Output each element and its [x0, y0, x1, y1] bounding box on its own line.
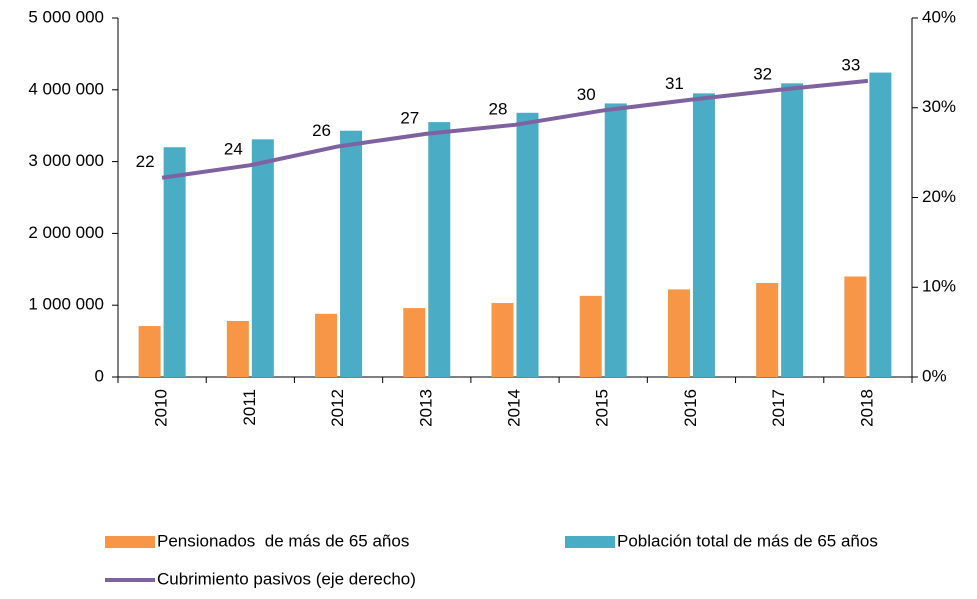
data-label: 28: [489, 99, 508, 118]
data-label: 30: [577, 85, 596, 104]
legend-label: Cubrimiento pasivos (eje derecho): [157, 569, 416, 588]
line: [161, 78, 869, 180]
bar: [604, 103, 627, 377]
x-tick-label: 2013: [416, 389, 435, 427]
y-tick-label: 4 000 000: [28, 79, 104, 98]
bar: [692, 93, 715, 377]
data-label: 24: [224, 140, 243, 159]
data-label: 27: [400, 108, 419, 127]
y2-tick-label: 20%: [922, 187, 956, 206]
bar: [869, 72, 892, 378]
bar: [844, 276, 867, 377]
y-tick-label: 2 000 000: [28, 223, 104, 242]
data-label: 26: [312, 121, 331, 140]
bar: [781, 83, 804, 377]
data-label: 31: [665, 74, 684, 93]
x-tick-label: 2011: [240, 389, 259, 426]
x-tick-label: 2012: [328, 389, 347, 427]
bar: [579, 295, 602, 377]
data-label: 33: [841, 55, 860, 74]
x-tick-label: 2017: [769, 389, 788, 427]
bar: [340, 130, 363, 377]
x-tick-label: 2018: [857, 389, 876, 427]
legend-label: Población total de más de 65 años: [617, 531, 878, 550]
bar: [403, 308, 426, 377]
legend-label: Pensionados de más de 65 años: [157, 531, 409, 550]
y-tick-label: 1 000 000: [28, 295, 104, 314]
y2-tick-label: 40%: [922, 7, 956, 26]
y2-tick-label: 10%: [922, 277, 956, 296]
y-tick-label: 0: [95, 366, 104, 385]
bar: [667, 289, 690, 377]
bar: [138, 326, 161, 377]
bar: [163, 147, 186, 377]
x-tick-label: 2016: [681, 389, 700, 427]
legend-swatch: [565, 536, 615, 548]
bar: [315, 313, 338, 377]
legend-swatch: [105, 536, 155, 548]
bar: [226, 320, 249, 377]
x-tick-label: 2014: [504, 389, 523, 427]
bar: [491, 303, 514, 377]
bar: [428, 122, 451, 377]
x-tick-label: 2015: [593, 389, 612, 427]
x-tick-label: 2010: [152, 389, 171, 427]
bar: [516, 112, 539, 377]
bar: [756, 282, 779, 377]
bar: [251, 139, 274, 377]
data-label: 22: [136, 152, 155, 171]
y-tick-label: 3 000 000: [28, 151, 104, 170]
y2-tick-label: 30%: [922, 97, 956, 116]
y-tick-label: 5 000 000: [28, 7, 104, 26]
y2-tick-label: 0%: [922, 366, 947, 385]
data-label: 32: [753, 64, 772, 83]
